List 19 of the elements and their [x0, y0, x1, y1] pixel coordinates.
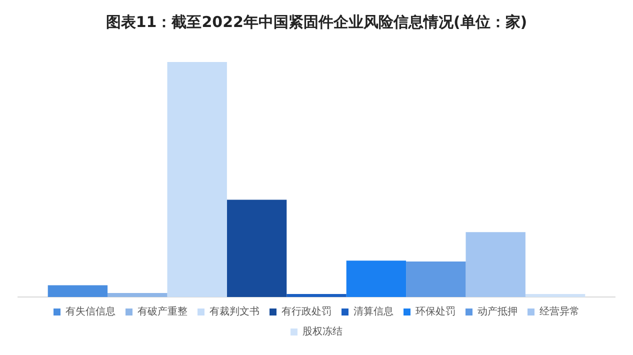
- legend-label: 经营异常: [540, 306, 580, 318]
- bar: [108, 293, 168, 297]
- chart-title: 图表11：截至2022年中国紧固件企业风险信息情况(单位：家): [106, 12, 528, 31]
- bar: [346, 260, 406, 297]
- legend-label: 环保处罚: [416, 306, 456, 318]
- bar: [286, 294, 346, 297]
- legend-label: 动产抵押: [478, 306, 518, 318]
- bar: [226, 200, 287, 297]
- legend-label: 清算信息: [354, 306, 394, 318]
- legend-label: 有裁判文书: [210, 306, 260, 318]
- bar: [525, 294, 586, 297]
- legend-label: 有破产重整: [138, 306, 188, 318]
- bar: [406, 262, 466, 297]
- bar: [167, 62, 227, 297]
- legend-label: 有失信信息: [66, 306, 116, 318]
- bar: [48, 285, 108, 297]
- legend-label: 股权冻结: [302, 326, 342, 338]
- bar: [466, 232, 526, 297]
- legend-label: 有行政处罚: [282, 306, 332, 318]
